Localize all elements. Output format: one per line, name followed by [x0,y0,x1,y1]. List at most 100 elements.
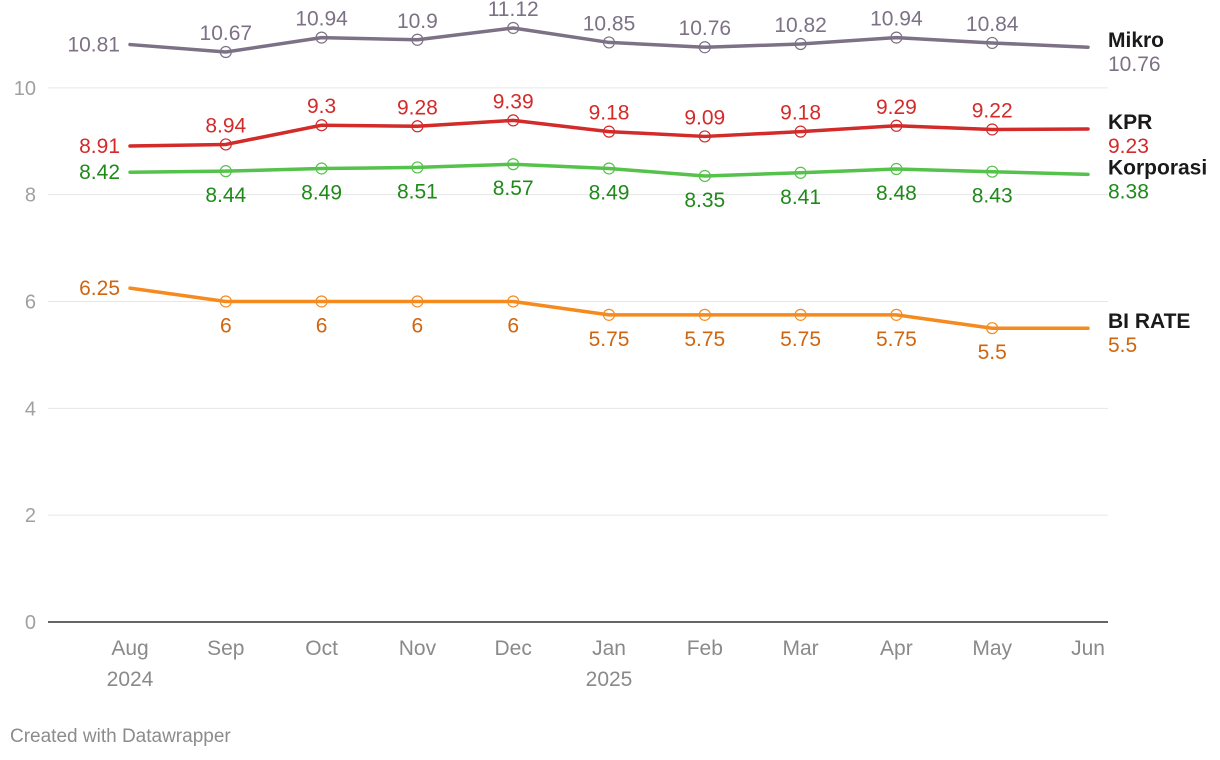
marker-korporasi-oct [315,162,328,175]
x-tick-label-feb: Feb [687,637,723,660]
data-label-korporasi-aug-2024: 8.42 [79,161,120,184]
marker-kpr-apr [890,119,903,132]
series-name-mikro: Mikro [1108,29,1164,52]
marker-bi-rate-apr [890,308,903,321]
marker-kpr-sep [219,138,232,151]
series-name-kpr: KPR [1108,111,1152,134]
marker-korporasi-apr [890,162,903,176]
marker-korporasi-jan-2025 [602,162,616,175]
data-label-korporasi-sep: 8.44 [205,184,246,207]
marker-kpr-dec [507,114,520,127]
data-label-bi-rate-dec: 6 [507,314,519,337]
data-label-mikro-mar: 10.82 [774,14,827,37]
data-label-mikro-dec: 11.12 [488,0,539,21]
data-label-mikro-sep: 10.67 [200,22,253,45]
data-labels: 10.81 10.67 10.94 10.9 11.12 10.85 10.76 10.82 1… [67,0,1018,364]
data-label-kpr-mar: 9.18 [780,102,821,125]
marker-mikro-nov [411,33,424,46]
marker-kpr-feb [698,130,711,143]
marker-korporasi-sep [219,165,232,178]
marker-kpr-oct [315,119,328,132]
data-label-korporasi-apr: 8.48 [876,182,917,205]
series-line-bi-rate [128,286,1090,330]
marker-mikro-dec [507,21,520,35]
series-markers [219,21,999,335]
y-tick-label-4: 4 [25,398,36,420]
data-label-mikro-feb: 10.76 [679,17,732,40]
x-tick-label-jan-2025-year: 2025 [586,668,633,691]
data-label-kpr-oct: 9.3 [307,95,336,118]
datawrapper-credit: Created with Datawrapper [10,726,231,747]
marker-kpr-may [986,123,999,136]
series-last-value-mikro: 10.76 [1108,53,1161,76]
x-tick-label-oct: Oct [305,637,338,660]
data-label-bi-rate-aug-2024: 6.25 [79,277,120,300]
data-label-kpr-nov: 9.28 [397,96,438,119]
data-label-bi-rate-sep: 6 [220,314,232,337]
y-tick-label-8: 8 [25,185,36,207]
data-label-bi-rate-oct: 6 [316,314,328,337]
series-name-bi-rate: BI RATE [1108,310,1190,333]
series-lines [128,26,1090,330]
data-label-korporasi-dec: 8.57 [493,177,534,200]
marker-bi-rate-nov [411,295,424,308]
marker-korporasi-mar [794,166,807,179]
data-label-mikro-apr: 10.94 [870,8,923,31]
marker-bi-rate-dec [507,295,520,308]
marker-mikro-may [986,36,999,50]
data-label-kpr-jan-2025: 9.18 [589,102,630,125]
x-tick-label-nov: Nov [399,637,437,660]
marker-kpr-jan-2025 [602,125,616,138]
data-label-kpr-feb: 9.09 [684,106,725,129]
data-label-korporasi-feb: 8.35 [684,189,725,212]
data-label-bi-rate-may: 5.5 [978,341,1007,364]
x-tick-label-sep: Sep [207,637,244,660]
marker-mikro-sep [219,45,232,59]
series-last-value-kpr: 9.23 [1108,135,1149,158]
data-label-korporasi-mar: 8.41 [780,186,821,209]
series-last-value-korporasi: 8.38 [1108,180,1149,203]
marker-bi-rate-may [986,322,999,335]
marker-kpr-mar [794,125,807,138]
series-name-korporasi: Korporasi [1108,156,1207,179]
y-tick-label-0: 0 [25,612,36,634]
marker-korporasi-nov [411,161,424,174]
marker-korporasi-may [986,165,999,178]
series-line-mikro [128,26,1090,54]
x-tick-label-aug-2024: Aug [111,637,148,660]
y-tick-label-10: 10 [14,78,36,100]
series-line-korporasi [128,162,1090,178]
x-tick-label-jun: Jun [1071,637,1105,660]
marker-bi-rate-sep [219,295,232,308]
data-label-korporasi-nov: 8.51 [397,180,438,203]
data-label-kpr-apr: 9.29 [876,96,917,119]
marker-kpr-nov [411,120,424,133]
marker-korporasi-dec [507,158,520,171]
data-label-kpr-sep: 8.94 [205,114,246,137]
y-tick-label-6: 6 [25,291,36,313]
x-tick-label-may: May [972,637,1012,660]
data-label-kpr-dec: 9.39 [493,90,534,113]
data-label-bi-rate-feb: 5.75 [684,328,725,351]
data-label-bi-rate-nov: 6 [412,314,424,337]
x-tick-label-jan-2025: Jan [592,637,626,660]
marker-bi-rate-jan-2025 [602,308,616,321]
data-label-bi-rate-mar: 5.75 [780,328,821,351]
marker-bi-rate-mar [794,308,807,321]
marker-mikro-jan-2025 [602,36,616,49]
x-tick-label-aug-2024-year: 2024 [107,668,154,691]
x-tick-label-apr: Apr [880,637,913,660]
data-label-mikro-aug-2024: 10.81 [67,34,120,57]
marker-mikro-mar [794,37,807,51]
data-label-kpr-aug-2024: 8.91 [79,135,120,158]
marker-mikro-feb [698,41,711,54]
marker-bi-rate-oct [315,295,328,308]
data-label-korporasi-oct: 8.49 [301,181,342,204]
x-tick-label-mar: Mar [783,637,819,660]
data-label-mikro-nov: 10.9 [397,10,438,33]
data-label-mikro-may: 10.84 [966,13,1019,36]
data-label-mikro-jan-2025: 10.85 [583,12,636,35]
marker-bi-rate-feb [698,308,711,321]
